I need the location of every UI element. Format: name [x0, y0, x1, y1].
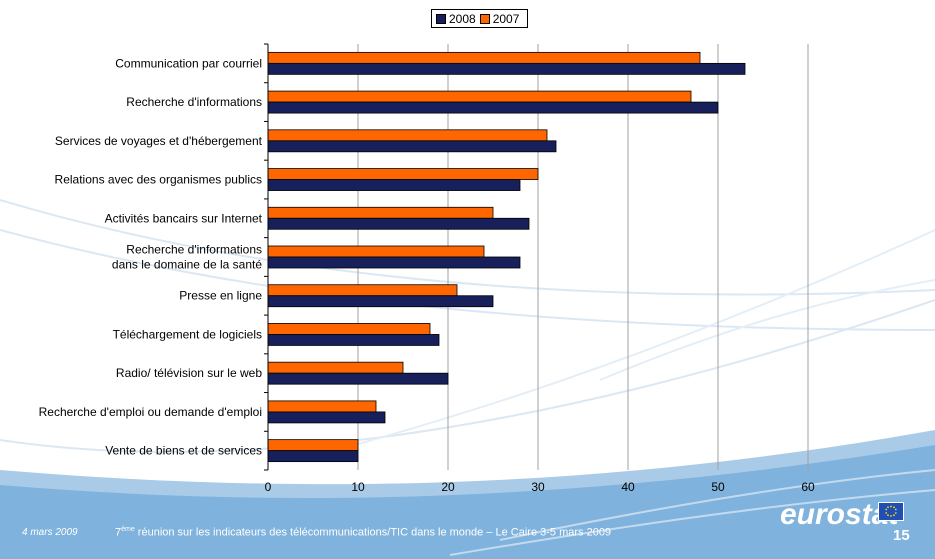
- bar-2008: [267, 101, 719, 114]
- bar-2007: [267, 206, 494, 219]
- bar-2007: [267, 245, 485, 258]
- legend-label-2007: 2007: [492, 11, 520, 26]
- footer-caption: 7ème réunion sur les indicateurs des tél…: [115, 526, 611, 539]
- category-label: Recherche d'emploi ou demande d'emploi: [39, 405, 262, 419]
- x-tick-label: 30: [531, 480, 545, 494]
- bar-2008: [267, 62, 746, 75]
- bar-2008: [267, 140, 557, 153]
- bar-2007: [267, 323, 431, 335]
- category-label-line: Presse en ligne: [179, 289, 262, 303]
- category-label-line: Recherche d'informations: [126, 95, 262, 109]
- category-label: Recherche d'informations dans le domaine …: [112, 243, 262, 272]
- bar-2007: [267, 51, 701, 64]
- category-label-line: Vente de biens et de services: [105, 444, 262, 458]
- legend-swatch-2008: [436, 13, 446, 24]
- x-tick-label: 10: [351, 480, 365, 494]
- x-tick-label: 40: [621, 480, 635, 494]
- category-label-line: Recherche d'emploi ou demande d'emploi: [39, 405, 262, 419]
- bar-2007: [267, 400, 377, 413]
- category-label-line: Radio/ télévision sur le web: [116, 366, 262, 380]
- x-tick-label: 60: [801, 480, 815, 494]
- legend-swatch-2007: [479, 13, 490, 24]
- category-label: Activités bancairs sur Internet: [105, 211, 263, 225]
- bar-2007: [267, 439, 359, 452]
- chart-legend: 2008 2007: [431, 9, 529, 28]
- bar-chart: 0 10 20 30 40 50 60 Communication par courriel R…: [39, 43, 815, 494]
- category-label: Relations avec des organismes publics: [55, 173, 262, 187]
- bar-2007: [267, 129, 548, 142]
- bar-2008: [267, 256, 521, 269]
- legend-item-2008: 2008: [436, 12, 476, 26]
- category-label: Téléchargement de logiciels: [113, 327, 262, 341]
- bar-2008: [267, 411, 386, 424]
- bar-2007: [267, 284, 458, 297]
- bar-2007: [267, 168, 539, 180]
- eu-flag-icon: [878, 502, 904, 521]
- x-tick-label: 0: [265, 480, 272, 494]
- bar-2008: [267, 179, 521, 191]
- bar-2008: [267, 217, 530, 230]
- x-tick-label: 20: [441, 480, 455, 494]
- footer-date: 4 mars 2009: [22, 527, 78, 538]
- category-label-line: Services de voyages et d'hébergement: [55, 134, 263, 148]
- footer-caption-rest: réunion sur les indicateurs des télécomm…: [134, 526, 612, 539]
- category-label: Vente de biens et de services: [105, 444, 262, 458]
- category-label-line: Téléchargement de logiciels: [113, 327, 262, 341]
- footer-caption-sup: ème: [121, 526, 135, 533]
- legend-item-2007: 2007: [479, 11, 520, 26]
- category-label: Presse en ligne: [179, 289, 262, 303]
- category-label-line: Activités bancairs sur Internet: [105, 211, 263, 225]
- page-number: 15: [893, 527, 910, 544]
- bar-2007: [267, 90, 692, 103]
- category-label: Recherche d'informations: [126, 95, 262, 109]
- x-tick-label: 50: [711, 480, 725, 494]
- category-label-line: Communication par courriel: [115, 56, 262, 70]
- category-label: Communication par courriel: [115, 56, 262, 70]
- bar-2008: [267, 372, 449, 385]
- category-label: Services de voyages et d'hébergement: [55, 134, 263, 148]
- category-label: Radio/ télévision sur le web: [116, 366, 262, 380]
- bar-2008: [267, 295, 494, 308]
- category-label-line: Recherche d'informations: [126, 243, 262, 257]
- bar-2008: [267, 450, 359, 463]
- bar-2008: [267, 334, 440, 346]
- bar-2007: [267, 361, 404, 374]
- footer-caption-prefix: 7: [115, 526, 122, 539]
- category-label-line: dans le domaine de la santé: [112, 258, 262, 272]
- legend-label-2008: 2008: [449, 11, 476, 26]
- category-label-line: Relations avec des organismes publics: [55, 173, 262, 187]
